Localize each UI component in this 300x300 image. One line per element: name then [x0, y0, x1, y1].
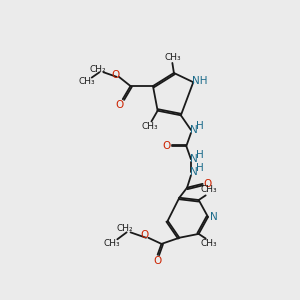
Text: CH₃: CH₃	[78, 77, 94, 86]
Text: NH: NH	[192, 76, 207, 86]
Text: H: H	[196, 164, 204, 173]
Text: O: O	[204, 179, 212, 189]
Text: N: N	[210, 212, 217, 222]
Text: O: O	[163, 141, 171, 151]
Text: CH₃: CH₃	[142, 122, 158, 131]
Text: CH₃: CH₃	[164, 53, 181, 62]
Text: N: N	[190, 154, 198, 164]
Text: O: O	[140, 230, 148, 240]
Text: H: H	[196, 150, 204, 160]
Text: N: N	[190, 167, 198, 177]
Text: O: O	[111, 70, 119, 80]
Text: H: H	[196, 121, 204, 131]
Text: CH₃: CH₃	[200, 185, 217, 194]
Text: CH₃: CH₃	[200, 239, 217, 248]
Text: CH₃: CH₃	[103, 238, 120, 247]
Text: CH₂: CH₂	[90, 64, 106, 74]
Text: O: O	[116, 100, 124, 110]
Text: CH₂: CH₂	[117, 224, 134, 233]
Text: O: O	[154, 256, 162, 266]
Text: N: N	[190, 125, 198, 135]
